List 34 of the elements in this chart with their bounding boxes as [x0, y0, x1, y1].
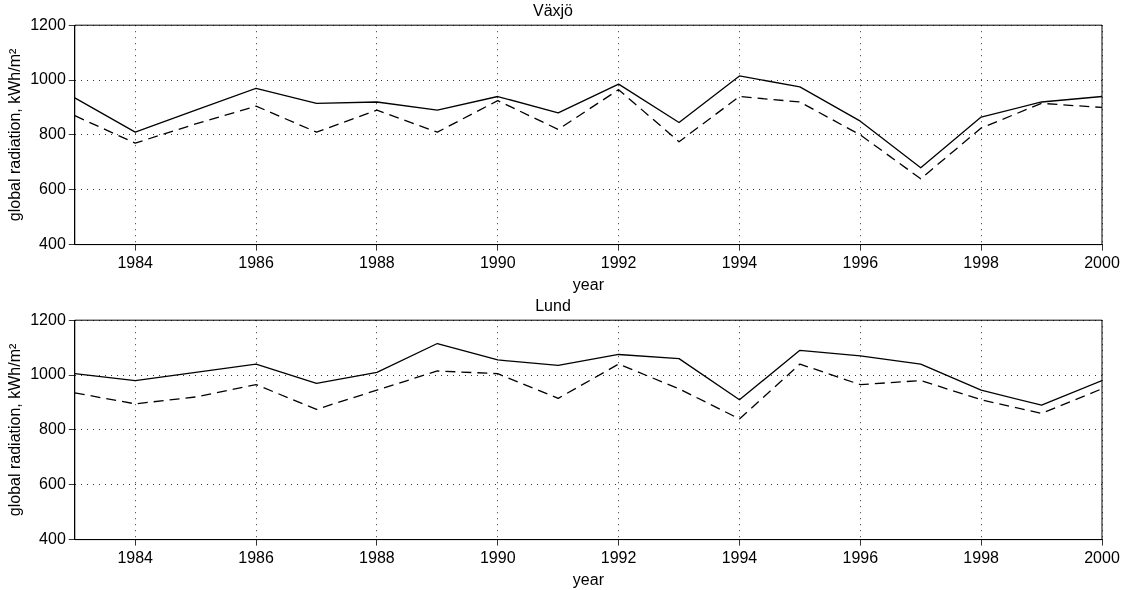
x-tick-label: 1986	[238, 253, 274, 271]
x-tick-label: 1990	[479, 253, 516, 271]
chart-title: Lund	[535, 297, 571, 315]
x-tick-label: 1990	[479, 548, 516, 566]
y-axis-title: global radiation, kWh/m²	[6, 342, 24, 517]
y-tick-label: 400	[39, 530, 66, 548]
y-tick-label: 600	[39, 180, 66, 198]
x-tick-label: 1988	[359, 253, 395, 271]
x-tick-label: 1986	[238, 548, 274, 566]
x-tick-label: 1988	[359, 548, 395, 566]
y-tick-label: 400	[39, 235, 66, 253]
x-tick-label: 1998	[963, 548, 1000, 566]
y-axis-title: global radiation, kWh/m²	[6, 47, 24, 222]
x-tick-label: 1992	[600, 548, 637, 566]
x-tick-label: 1998	[963, 253, 1000, 271]
y-tick-label: 1200	[30, 310, 66, 328]
chart-title: Växjö	[532, 2, 574, 20]
x-tick-label: 1996	[842, 548, 879, 566]
x-tick-label: 1984	[117, 253, 154, 271]
y-tick-label: 1200	[30, 15, 66, 33]
x-tick-label: 1984	[117, 548, 154, 566]
x-tick-label: 2000	[1084, 548, 1120, 566]
y-tick-label: 800	[39, 420, 66, 438]
x-axis-title: year	[572, 570, 605, 588]
x-tick-label: 1992	[600, 253, 637, 271]
x-tick-label: 1994	[721, 253, 758, 271]
y-tick-label: 800	[39, 125, 66, 143]
y-tick-label: 1000	[30, 70, 66, 88]
x-axis-title: year	[572, 275, 605, 293]
y-tick-label: 600	[39, 475, 66, 493]
x-tick-label: 1996	[842, 253, 879, 271]
y-tick-label: 1000	[30, 365, 66, 383]
x-tick-label: 1994	[721, 548, 758, 566]
x-tick-label: 2000	[1084, 253, 1120, 271]
